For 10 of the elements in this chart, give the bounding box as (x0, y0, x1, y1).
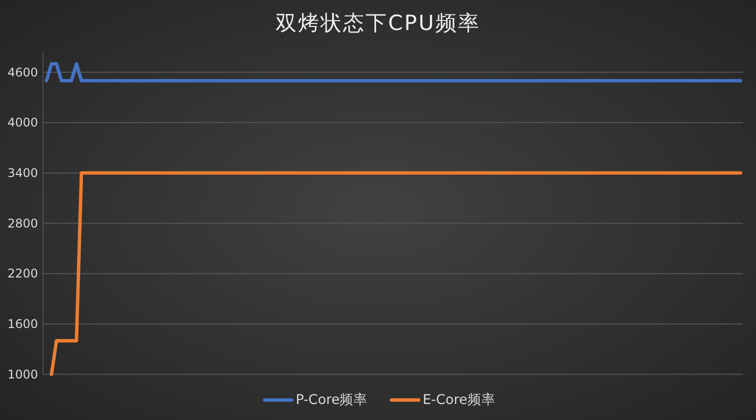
y-tick-label: 4000 (7, 116, 38, 130)
legend-label: E-Core频率 (422, 392, 496, 408)
legend-label: P-Core频率 (296, 392, 368, 408)
y-tick-label: 3400 (7, 166, 38, 180)
y-tick-label: 2800 (7, 216, 38, 230)
y-tick-label: 4600 (7, 65, 38, 80)
y-tick-label: 1000 (7, 367, 38, 382)
y-tick-label: 2200 (7, 266, 38, 281)
chart-title: 双烤状态下CPU频率 (276, 11, 480, 35)
y-tick-label: 1600 (7, 316, 38, 331)
